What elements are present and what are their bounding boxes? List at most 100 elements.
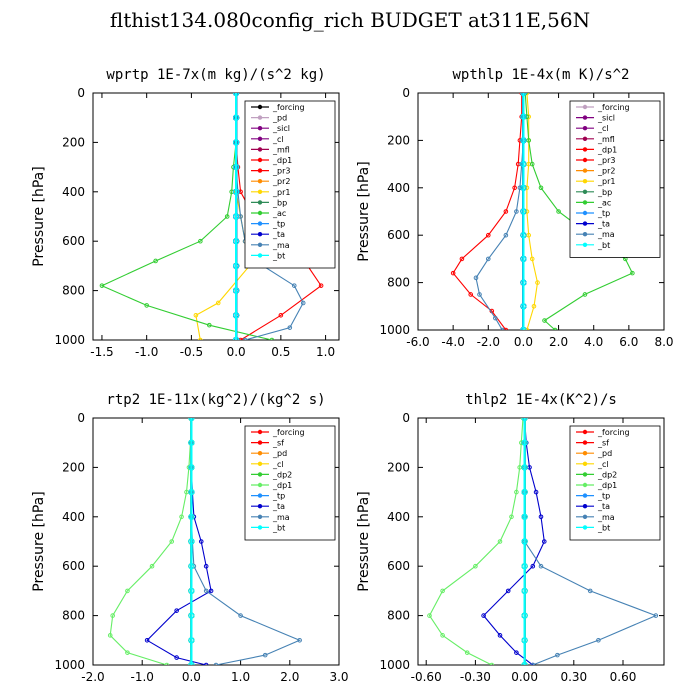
series-point-bt [521, 464, 528, 471]
y-tick-label: 1000 [379, 323, 410, 337]
legend-label: _dp1 [272, 481, 292, 490]
series-point-dp1 [464, 650, 470, 655]
series-point-dp1 [169, 539, 175, 544]
series-point-bt [521, 587, 528, 595]
legend-label: _dp1 [597, 481, 617, 490]
series-point-dp1 [107, 633, 113, 638]
legend-label: _dp2 [272, 470, 292, 479]
series-point-dp1 [164, 662, 170, 665]
legend-label: _ma [597, 513, 615, 522]
y-tick-label: 800 [387, 276, 410, 290]
series-point-bt [233, 188, 240, 195]
legend-label: _forcing [597, 428, 630, 437]
x-tick-label: 2.0 [280, 670, 299, 684]
series-point-bt [233, 164, 240, 171]
series-point-pr1 [215, 300, 221, 306]
series-point-ac [99, 283, 105, 288]
x-tick-label: -1.0 [135, 345, 158, 359]
legend-label: _tp [597, 492, 610, 501]
series-point-dp1 [184, 489, 189, 495]
series-point-dp1 [110, 613, 115, 618]
series-point-ac [224, 214, 230, 219]
series-point-ma [287, 325, 293, 330]
series-point-ac [144, 303, 149, 308]
legend-label: _pr2 [272, 177, 290, 186]
series-point-ma [596, 638, 601, 643]
legend-marker [582, 232, 588, 237]
series-point-ta [541, 539, 547, 544]
x-tick-label: 8.0 [654, 335, 673, 349]
series-point-ac [582, 292, 588, 297]
y-tick-label: 400 [387, 510, 410, 524]
legend-marker [582, 451, 588, 456]
y-tick-label: 800 [62, 284, 85, 298]
series-point-bt [233, 238, 240, 245]
y-tick-label: 400 [387, 181, 410, 195]
x-tick-label: 0.0 [227, 345, 246, 359]
y-axis-label: Pressure [hPa] [31, 491, 47, 591]
series-point-ma [538, 563, 544, 569]
y-tick-label: 0 [77, 86, 85, 100]
legend-marker [257, 451, 263, 456]
legend-label: _cl [272, 135, 284, 144]
series-line-dp1 [428, 418, 524, 665]
legend: _forcing _sf_pd _cl_dp2 _dp1 _tp_ta _ma_bt [244, 425, 336, 541]
series-point-dp1 [485, 232, 491, 238]
plot-frame [417, 417, 665, 666]
series-point-ac [542, 318, 547, 323]
legend-label: _forcing [597, 103, 630, 112]
legend-label: _dp1 [597, 145, 617, 154]
x-tick-label: 4.0 [584, 335, 603, 349]
series-point-dp1 [497, 539, 503, 544]
series-point-ac [206, 322, 212, 328]
legend-marker [582, 242, 588, 247]
series-point-bt [520, 184, 527, 191]
plot-frame [92, 92, 340, 341]
legend-label: _dp1 [272, 156, 292, 165]
x-tick-label: 0.00 [511, 670, 538, 684]
series-line-pr1 [526, 93, 539, 330]
legend-marker [257, 242, 263, 247]
series-point-ma [300, 300, 306, 306]
series-point-ma [238, 613, 243, 618]
legend-label: _ta [597, 502, 610, 511]
series-point-ma [500, 327, 505, 330]
legend-label: _ma [272, 241, 290, 250]
series-point-bt [520, 303, 527, 310]
chart-title: wpthlp 1E-4x(m K)/s^2 [452, 67, 629, 83]
series-point-dp1 [468, 292, 474, 297]
legend-label: _ta [272, 230, 285, 239]
series-point-dp1 [514, 489, 519, 495]
x-tick-label: 0.0 [182, 670, 201, 684]
legend-marker [257, 232, 263, 237]
x-tick-label: -2.0 [477, 335, 500, 349]
series-point-ma [242, 337, 248, 340]
chart-title: wprtp 1E-7x(m kg)/(s^2 kg) [106, 67, 325, 83]
legend-label: _pr1 [272, 188, 290, 197]
legend-label: _pd [272, 114, 287, 123]
series-point-ma [485, 256, 491, 262]
legend-marker [582, 440, 588, 445]
series-point-bt [521, 418, 528, 422]
legend: _forcing_pd_sicl_cl_mfl_dp1_pr3_pr2_pr1_… [244, 100, 336, 269]
legend-marker [257, 136, 263, 141]
y-tick-label: 0 [402, 86, 410, 100]
legend: _forcing_sicl_cl_mfl_dp1_pr3_pr2_pr1_bp_… [569, 100, 661, 258]
series-point-ta [497, 633, 503, 638]
y-tick-label: 600 [387, 559, 410, 573]
series-point-ma [514, 209, 519, 214]
series-point-bt [188, 489, 195, 496]
y-tick-label: 1000 [54, 333, 85, 347]
legend-marker [582, 429, 588, 435]
legend-label: _tp [272, 492, 285, 501]
legend-label: _forcing [272, 103, 305, 112]
series-point-bt [188, 587, 195, 595]
legend-marker [257, 482, 263, 488]
series-point-bt [233, 262, 240, 269]
legend-marker [582, 189, 588, 194]
series-point-ta [208, 588, 214, 594]
legend-label: _bt [272, 251, 285, 260]
legend-marker [257, 514, 263, 519]
series-point-pr1 [198, 337, 203, 340]
